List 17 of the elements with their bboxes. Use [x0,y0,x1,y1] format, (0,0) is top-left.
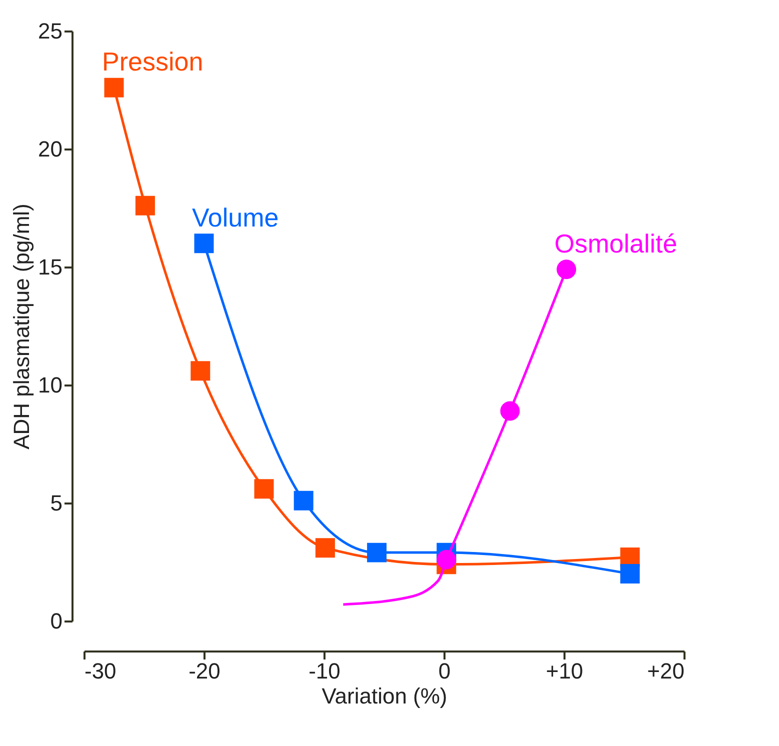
x-tick-label: +10 [546,658,584,684]
y-tick-label: 15 [38,254,62,280]
y-tick-label: 5 [50,490,62,516]
y-tick-label: 20 [38,136,62,162]
y-tick-label: 0 [50,608,62,634]
x-tick-label: 0 [438,658,451,684]
series-label: Osmolalité [554,228,678,258]
x-tick-label: -10 [308,658,340,684]
y-tick-label: 10 [38,372,62,398]
x-tick-label: -20 [188,658,220,684]
x-tick-label: -30 [84,658,116,684]
y-axis-title: ADH plasmatique (pg/ml) [9,204,34,450]
x-tick-label: +20 [647,658,684,684]
y-tick-label: 25 [38,18,62,44]
x-axis-title: Variation (%) [322,684,448,708]
series-label: Volume [192,202,279,232]
series-label: Pression [102,46,204,77]
